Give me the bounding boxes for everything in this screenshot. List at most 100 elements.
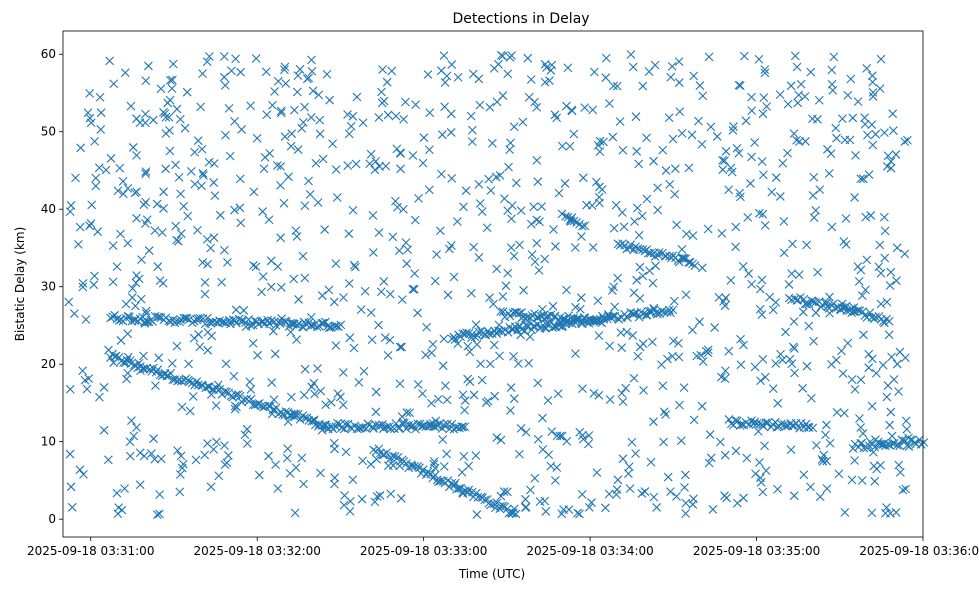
data-point: [673, 338, 683, 348]
data-point: [811, 298, 820, 307]
data-point: [220, 245, 229, 255]
data-point: [354, 423, 364, 433]
data-point: [401, 238, 411, 247]
data-point: [914, 435, 924, 445]
data-point: [760, 65, 770, 74]
data-point: [215, 210, 225, 220]
data-point: [831, 355, 841, 365]
data-point: [340, 491, 349, 500]
data-points: [64, 50, 929, 519]
data-point: [168, 59, 178, 69]
data-point: [344, 279, 354, 288]
data-point: [894, 460, 904, 470]
data-point: [578, 430, 587, 440]
data-point: [142, 215, 152, 225]
data-point: [408, 284, 418, 294]
data-point: [428, 419, 438, 428]
data-point: [382, 77, 392, 87]
data-point: [753, 426, 763, 436]
data-point: [664, 113, 674, 123]
data-point: [461, 186, 471, 196]
data-point: [688, 231, 698, 240]
data-point: [474, 253, 484, 262]
data-point: [732, 143, 742, 153]
data-point: [565, 141, 575, 151]
data-point: [867, 401, 877, 411]
data-point: [249, 187, 259, 197]
data-point: [704, 458, 714, 468]
data-point: [438, 435, 448, 444]
data-point: [370, 497, 380, 507]
data-point: [378, 65, 387, 74]
data-point: [861, 285, 870, 295]
data-point: [316, 386, 326, 396]
data-point: [377, 98, 387, 108]
data-point: [806, 67, 816, 77]
data-point: [235, 174, 245, 184]
data-point: [267, 409, 277, 419]
data-point: [297, 123, 307, 133]
data-point: [239, 395, 249, 404]
data-point: [436, 476, 446, 486]
data-point: [658, 145, 668, 155]
data-point: [203, 313, 213, 323]
data-point: [383, 110, 393, 120]
data-point: [703, 224, 713, 234]
data-point: [557, 141, 567, 151]
data-point: [449, 480, 459, 490]
data-point: [631, 449, 640, 458]
data-point: [165, 75, 175, 85]
data-point: [357, 494, 367, 504]
data-point: [116, 229, 125, 239]
data-point: [90, 137, 100, 146]
data-point: [402, 459, 411, 468]
data-point: [667, 62, 677, 71]
data-point: [584, 502, 594, 512]
data-point: [196, 102, 206, 112]
data-point: [540, 59, 550, 69]
data-point: [580, 221, 590, 231]
data-point: [533, 378, 543, 388]
data-point: [126, 101, 136, 111]
data-point: [292, 335, 301, 345]
data-point: [313, 364, 322, 373]
data-point: [292, 87, 302, 97]
data-point: [621, 383, 631, 393]
data-point: [790, 51, 800, 61]
data-point: [336, 392, 345, 402]
data-point: [131, 278, 141, 288]
data-point: [229, 371, 239, 381]
data-point: [658, 381, 668, 391]
x-tick-label: 2025-09-18 03:33:00: [360, 544, 487, 558]
data-point: [65, 449, 75, 459]
data-point: [904, 433, 913, 443]
data-point: [467, 125, 477, 135]
data-point: [429, 457, 439, 466]
data-point: [731, 242, 740, 252]
data-point: [885, 420, 895, 430]
data-point: [91, 173, 101, 183]
data-point: [809, 213, 819, 223]
data-point: [432, 250, 441, 259]
data-point: [828, 86, 838, 95]
data-point: [761, 466, 771, 476]
data-point: [209, 178, 219, 187]
data-point: [811, 205, 821, 215]
data-point: [838, 369, 848, 378]
data-point: [123, 311, 133, 321]
data-point: [708, 505, 718, 514]
data-point: [638, 81, 648, 91]
data-point: [437, 130, 447, 140]
data-point: [682, 229, 691, 239]
data-point: [200, 450, 210, 460]
data-point: [670, 189, 680, 199]
data-point: [439, 334, 449, 344]
data-point: [123, 368, 133, 378]
data-point: [892, 440, 902, 450]
data-point: [471, 451, 481, 460]
data-point: [540, 254, 550, 264]
data-point: [254, 470, 264, 480]
data-point: [482, 223, 492, 233]
data-point: [538, 413, 547, 423]
data-point: [888, 126, 898, 135]
